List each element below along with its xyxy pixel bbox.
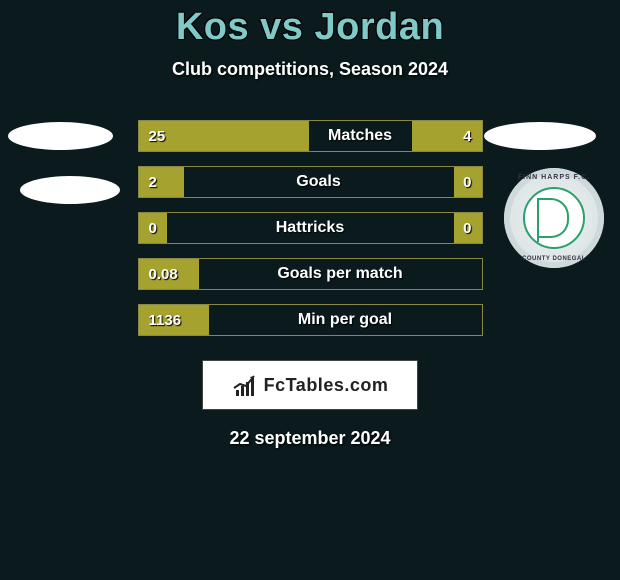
badge-bottom-text: COUNTY DONEGAL xyxy=(504,256,604,262)
stat-row: 2 Goals 0 xyxy=(138,166,483,198)
left-badge-placeholder-2 xyxy=(20,176,120,204)
stat-bar-right: 0 xyxy=(454,167,482,197)
harp-icon xyxy=(539,198,569,238)
club-badge-right: FINN HARPS F.C. COUNTY DONEGAL xyxy=(504,168,604,268)
badge-inner xyxy=(523,187,585,249)
page-title: Kos vs Jordan xyxy=(0,6,620,49)
stat-label-wrap: Goals xyxy=(184,167,454,197)
stat-value-right: 0 xyxy=(453,220,481,237)
stat-bar-left: 1136 xyxy=(139,305,209,335)
stat-bar-left: 2 xyxy=(139,167,184,197)
date-text: 22 september 2024 xyxy=(0,428,620,449)
stat-bar-left: 0.08 xyxy=(139,259,199,289)
stat-value-left: 0 xyxy=(139,220,167,237)
stat-bar-left: 25 xyxy=(139,121,309,151)
stat-value-left: 0.08 xyxy=(139,266,188,283)
stat-value-left: 1136 xyxy=(139,312,192,329)
stat-bar-right: 4 xyxy=(412,121,482,151)
stat-label: Matches xyxy=(328,127,392,145)
stat-label-wrap: Min per goal xyxy=(209,305,482,335)
comparison-infographic: Kos vs Jordan Club competitions, Season … xyxy=(0,0,620,580)
stat-label: Goals per match xyxy=(277,265,402,283)
stat-value-left: 25 xyxy=(139,128,176,145)
stat-label: Min per goal xyxy=(298,311,392,329)
brand-text: FcTables.com xyxy=(264,375,389,396)
brand-chart-icon xyxy=(232,374,260,396)
brand-chart-line-icon xyxy=(232,374,260,396)
stat-value-right: 4 xyxy=(453,128,481,145)
stat-label: Hattricks xyxy=(276,219,344,237)
stat-row: 1136 Min per goal xyxy=(138,304,483,336)
stat-label-wrap: Goals per match xyxy=(199,259,482,289)
stat-row: 0 Hattricks 0 xyxy=(138,212,483,244)
stat-row: 0.08 Goals per match xyxy=(138,258,483,290)
stat-value-right: 0 xyxy=(453,174,481,191)
brand-box: FcTables.com xyxy=(202,360,418,410)
stat-bar-left: 0 xyxy=(139,213,167,243)
stat-bar-right: 0 xyxy=(454,213,482,243)
badge-top-text: FINN HARPS F.C. xyxy=(504,174,604,181)
right-badge-placeholder-1 xyxy=(484,122,596,150)
stat-value-left: 2 xyxy=(139,174,167,191)
subtitle: Club competitions, Season 2024 xyxy=(0,59,620,80)
stat-label-wrap: Hattricks xyxy=(167,213,454,243)
stat-row: 25 Matches 4 xyxy=(138,120,483,152)
left-badge-placeholder-1 xyxy=(8,122,113,150)
stat-label-wrap: Matches xyxy=(309,121,412,151)
stat-label: Goals xyxy=(296,173,340,191)
